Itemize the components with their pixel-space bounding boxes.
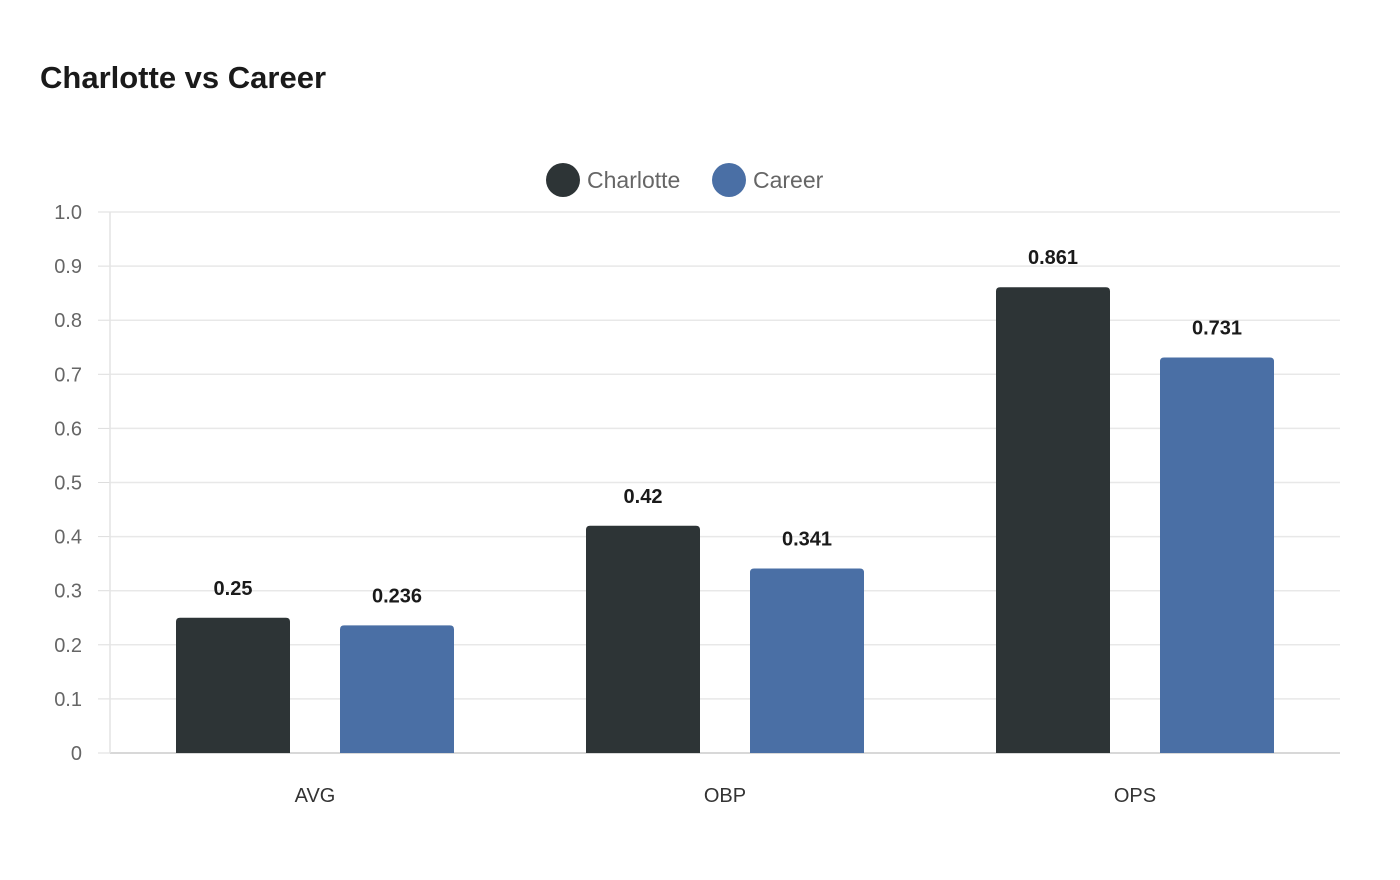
y-tick-label: 1.0 [54,202,82,224]
y-tick-label: 0.4 [54,527,82,549]
bar-charlotte-obp[interactable] [586,525,700,753]
legend-label: Career [753,167,824,193]
legend-label: Charlotte [587,167,680,193]
data-label: 0.861 [1028,247,1078,269]
x-category-label: OBP [704,785,746,807]
y-tick-label: 0.3 [54,581,82,603]
legend-item-charlotte[interactable]: Charlotte [546,163,680,197]
bar-charlotte-ops[interactable] [996,287,1110,753]
legend-swatch [712,163,746,197]
y-tick-label: 0.5 [54,473,82,495]
grid-lines [110,211,1340,754]
y-tick-label: 0.6 [54,418,82,440]
y-tick-label: 0.1 [54,689,82,711]
y-tick-label: 0.8 [54,310,82,332]
bars [176,287,1274,753]
chart-title: Charlotte vs Career [40,60,327,95]
bar-career-ops[interactable] [1160,357,1274,753]
legend-item-career[interactable]: Career [712,163,824,197]
bar-career-obp[interactable] [750,568,864,753]
data-label: 0.236 [372,585,422,607]
data-label: 0.25 [214,578,253,600]
value-labels: 0.25 0.236 0.42 0.341 0.861 0.731 [214,247,1243,607]
x-category-label: OPS [1114,785,1156,807]
y-tick-label: 0.2 [54,635,82,657]
data-label: 0.731 [1192,318,1242,340]
y-tick-label: 0.7 [54,364,82,386]
y-tick-label: 0.9 [54,256,82,278]
legend-swatch [546,163,580,197]
y-tick-label: 0 [71,743,82,765]
bar-charlotte-avg[interactable] [176,617,290,753]
data-label: 0.341 [782,529,832,551]
bar-career-avg[interactable] [340,625,454,753]
data-label: 0.42 [624,486,663,508]
y-axis: 0 0.1 0.2 0.3 0.4 0.5 0.6 0.7 0.8 0.9 1.0 [54,202,111,765]
x-axis-labels: AVG OBP OPS [295,785,1157,807]
x-category-label: AVG [295,785,336,807]
legend[interactable]: Charlotte Career [546,163,824,197]
